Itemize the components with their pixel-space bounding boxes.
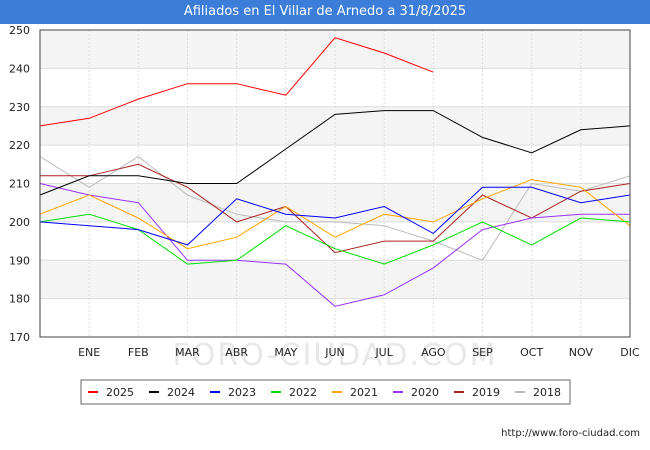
x-tick-label: JUL xyxy=(374,346,393,359)
x-axis: ENE FEB MAR ABR MAY JUN JUL AGO SEP OCT NOV DIC xyxy=(78,346,640,359)
chart-title: Afiliados en El Villar de Arnedo a 31/8/… xyxy=(0,0,650,24)
series-line-2025 xyxy=(39,37,434,127)
y-tick-label: 250 xyxy=(9,24,30,37)
legend: 2025 2024 2023 2022 2021 2020 2019 2018 xyxy=(80,379,571,405)
x-tick-label: NOV xyxy=(569,346,594,359)
x-tick-label: OCT xyxy=(520,346,543,359)
legend-label-2023: 2023 xyxy=(228,386,256,399)
grid-band xyxy=(40,30,630,69)
y-tick-label: 170 xyxy=(9,331,30,344)
legend-label-2022: 2022 xyxy=(289,386,317,399)
legend-label-2020: 2020 xyxy=(411,386,439,399)
footer-url: http://www.foro-ciudad.com xyxy=(501,428,640,439)
y-tick-label: 190 xyxy=(9,254,30,267)
series-line-2024 xyxy=(39,110,631,196)
legend-label-2024: 2024 xyxy=(167,386,195,399)
x-tick-label: MAY xyxy=(274,346,297,359)
legend-label-2021: 2021 xyxy=(350,386,378,399)
y-tick-label: 180 xyxy=(9,293,30,306)
x-tick-label: DIC xyxy=(620,346,640,359)
x-tick-label: ENE xyxy=(78,346,100,359)
x-tick-label: JUN xyxy=(324,346,345,359)
y-tick-label: 220 xyxy=(9,139,30,152)
legend-label-2018: 2018 xyxy=(533,386,561,399)
series-line-2021 xyxy=(39,179,631,250)
legend-box xyxy=(80,379,571,405)
series-lines xyxy=(39,37,631,307)
y-axis: 170 180 190 200 210 220 230 240 250 xyxy=(9,24,30,344)
y-tick-label: 210 xyxy=(9,178,30,191)
plot-frame xyxy=(39,29,631,338)
series-line-2020 xyxy=(39,183,630,307)
series-line-2018 xyxy=(39,155,631,261)
y-tick-label: 230 xyxy=(9,101,30,114)
y-tick-label: 240 xyxy=(9,62,30,75)
y-tick-label: 200 xyxy=(9,216,30,229)
legend-label-2019: 2019 xyxy=(472,386,500,399)
x-tick-label: FEB xyxy=(128,346,149,359)
watermark: FORO-CIUDAD.COM xyxy=(173,338,498,373)
x-tick-label: ABR xyxy=(225,346,248,359)
series-line-2023 xyxy=(39,186,631,246)
legend-label-2025: 2025 xyxy=(106,386,134,399)
x-tick-label: MAR xyxy=(175,346,200,359)
x-tick-label: AGO xyxy=(421,346,446,359)
x-tick-label: SEP xyxy=(472,346,493,359)
